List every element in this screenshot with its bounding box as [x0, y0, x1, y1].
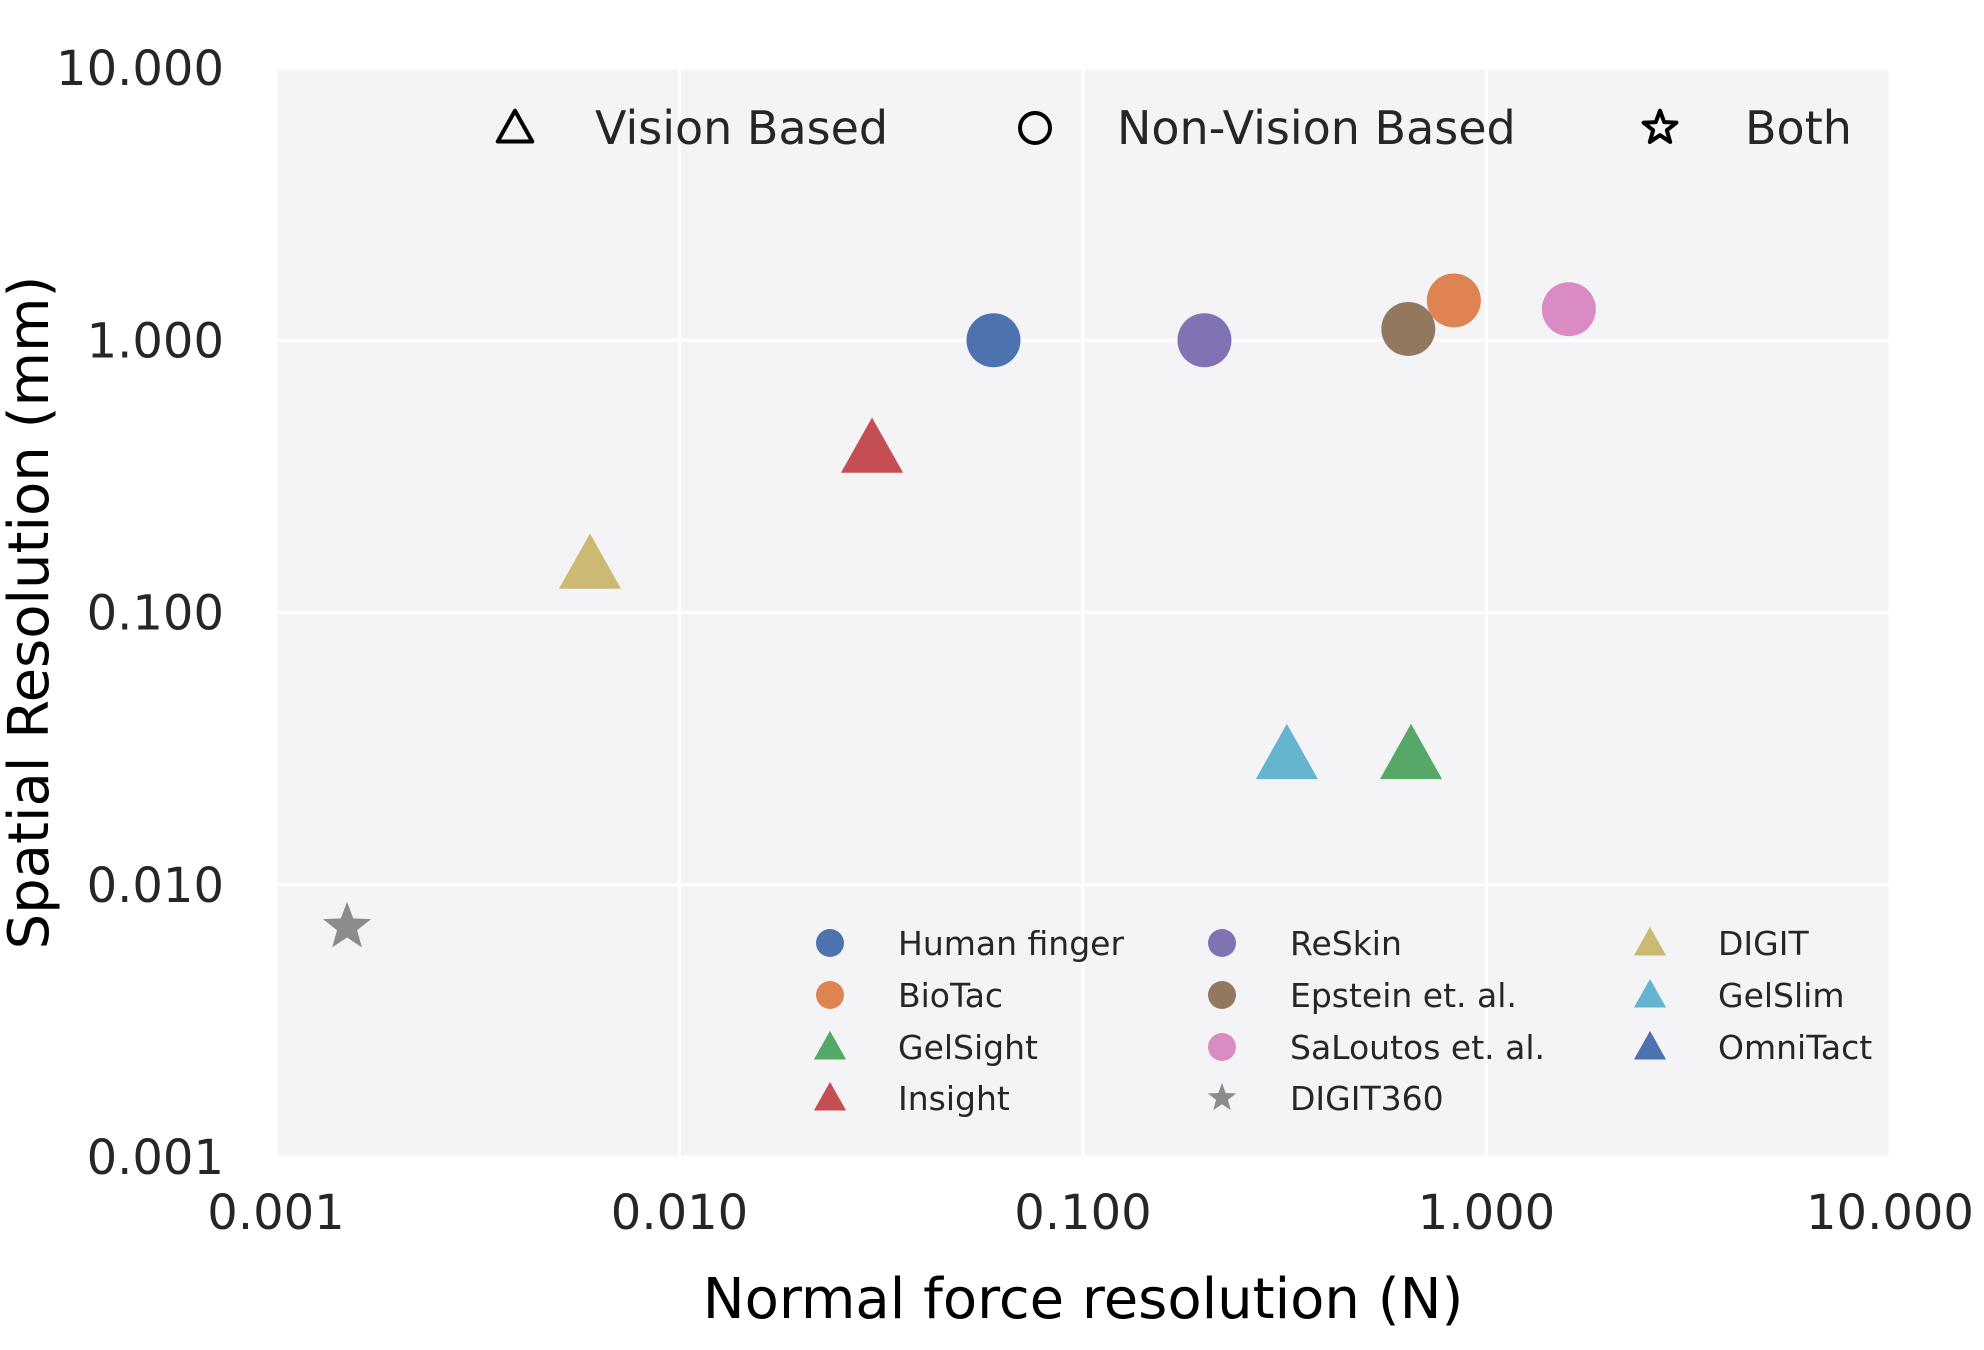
legend-marker-triangle-icon — [813, 1081, 847, 1111]
y-axis-title: Spatial Resolution (mm) — [0, 276, 62, 950]
point-insight — [840, 417, 904, 473]
marker-shape-legend: Vision Based Non-Vision Based Both — [495, 101, 1852, 155]
legend-marker-circle-icon — [1208, 981, 1236, 1009]
legend-label: BioTac — [898, 976, 1003, 1015]
legend-marker-triangle-icon — [813, 1030, 847, 1060]
legend-marker-circle-icon — [816, 981, 844, 1009]
x-tick-label: 0.001 — [207, 1185, 344, 1241]
marker-legend-star-icon — [1641, 108, 1679, 144]
x-tick-label: 0.010 — [611, 1185, 748, 1241]
legend-label: Human finger — [898, 924, 1124, 963]
legend-marker-circle-icon — [816, 929, 844, 957]
point-reskin — [1177, 313, 1232, 368]
legend-label: Insight — [898, 1079, 1010, 1118]
legend-label: SaLoutos et. al. — [1290, 1028, 1545, 1067]
legend-label: OmniTact — [1718, 1028, 1872, 1067]
legend-marker-triangle-icon — [1633, 1030, 1667, 1060]
marker-legend-label: Vision Based — [595, 101, 888, 155]
tick-labels: 0.001 0.010 0.100 1.000 10.000 0.001 0.010 0.10… — [56, 41, 1974, 1241]
legend-marker-circle-icon — [1208, 929, 1236, 957]
legend-label: ReSkin — [1290, 924, 1402, 963]
x-tick-label: 0.100 — [1014, 1185, 1151, 1241]
series-legend: Human finger BioTac GelSight Insight ReSkin E… — [813, 924, 1872, 1118]
y-tick-label: 0.010 — [87, 858, 224, 914]
x-tick-label: 1.000 — [1418, 1185, 1555, 1241]
x-tick-label: 10.000 — [1806, 1185, 1974, 1241]
legend-label: GelSlim — [1718, 976, 1844, 1015]
legend-label: DIGIT — [1718, 924, 1809, 963]
grid — [274, 66, 1892, 1159]
legend-marker-triangle-icon — [1633, 978, 1667, 1008]
legend-label: Epstein et. al. — [1290, 976, 1517, 1015]
point-digit360 — [322, 901, 372, 948]
marker-legend-triangle-icon — [495, 108, 535, 144]
y-tick-label: 0.001 — [87, 1130, 224, 1186]
y-tick-label: 10.000 — [56, 41, 224, 97]
point-biotac — [1426, 273, 1481, 328]
marker-legend-label: Both — [1745, 101, 1852, 155]
legend-label: GelSight — [898, 1028, 1038, 1067]
point-epstein-et-al — [1381, 301, 1436, 356]
point-gelslim — [1255, 723, 1318, 780]
data-points — [322, 273, 1596, 948]
x-axis-title: Normal force resolution (N) — [703, 1267, 1464, 1332]
point-human-finger — [966, 313, 1021, 368]
y-tick-label: 1.000 — [87, 313, 224, 369]
point-gelsight — [1379, 723, 1443, 780]
legend-marker-star-icon — [1207, 1083, 1237, 1111]
marker-legend-circle-icon — [1018, 111, 1052, 145]
legend-marker-circle-icon — [1208, 1033, 1236, 1061]
point-digit — [558, 533, 622, 589]
legend-label: DIGIT360 — [1290, 1079, 1444, 1118]
point-saloutos-et-al — [1541, 282, 1596, 337]
marker-legend-label: Non-Vision Based — [1117, 101, 1516, 155]
y-tick-label: 0.100 — [87, 586, 224, 642]
legend-marker-triangle-icon — [1633, 926, 1667, 956]
